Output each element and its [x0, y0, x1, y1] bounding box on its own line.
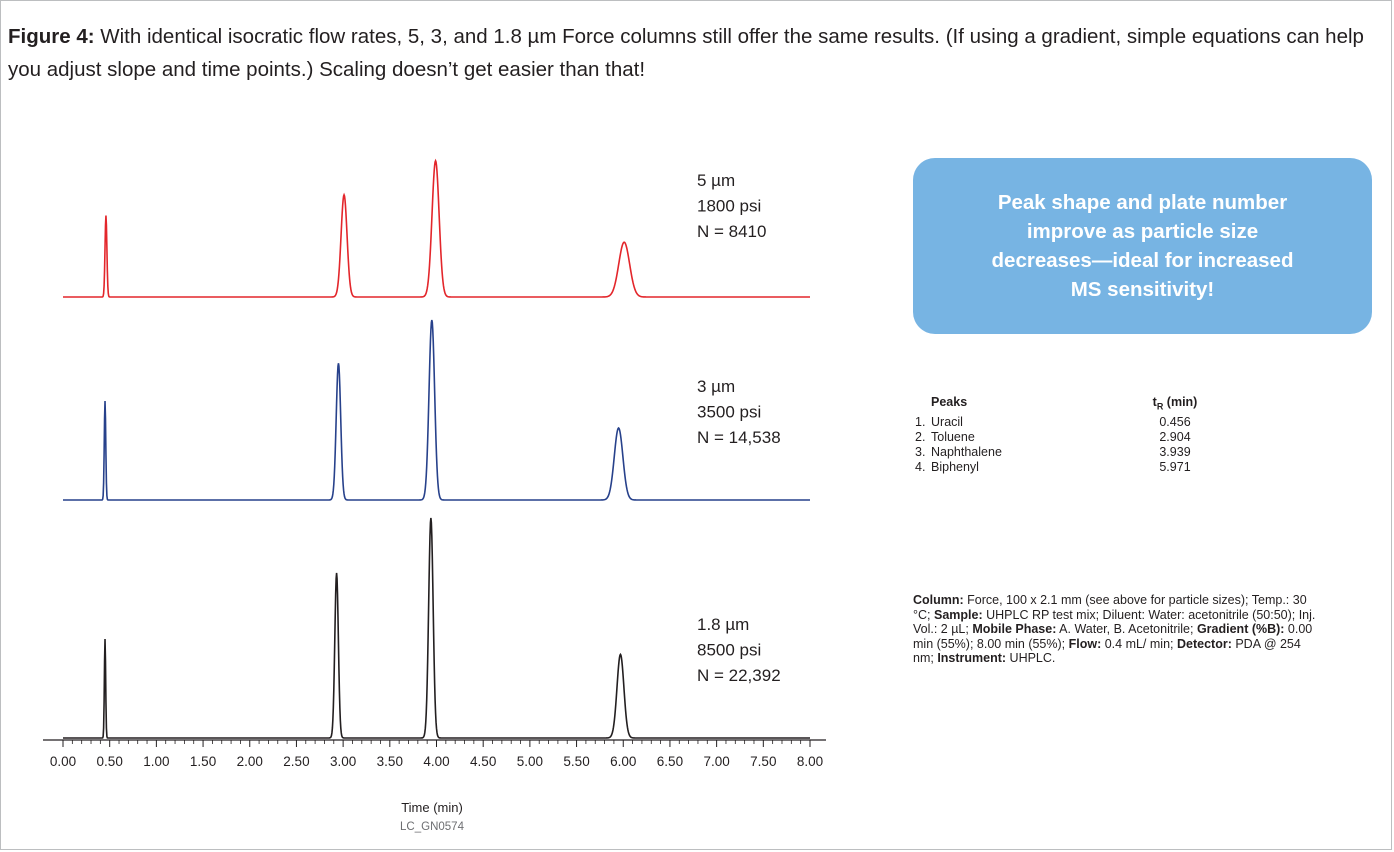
sample-label: Sample:	[933, 607, 983, 622]
chromatogram-traces	[63, 158, 810, 739]
x-tick-label: 6.00	[610, 754, 636, 769]
flow-label: Flow:	[1068, 636, 1102, 651]
x-axis-label: Time (min)	[401, 800, 463, 815]
trace-label-pressure: 1800 psi	[697, 197, 761, 216]
x-axis: 0.00 0.50 1.00 1.50 2.00 2.50 3.00 3.50 4.00 4.50…	[43, 739, 826, 769]
peaks-header-tr: tR (min)	[1145, 395, 1205, 415]
x-tick-label: 3.50	[377, 754, 403, 769]
caption-label: Figure 4:	[8, 25, 95, 48]
chromatogram-chart: 5 µm 1800 psi N = 8410 3 µm 3500 psi N = 14,5…	[43, 158, 826, 833]
instrument-label: Instrument:	[937, 651, 1007, 665]
peak-retention-time: 2.904	[1159, 429, 1191, 444]
trace-label-plates: N = 8410	[697, 222, 766, 241]
x-tick-label: 0.00	[50, 754, 76, 769]
peaks-header-name: Peaks	[931, 395, 968, 409]
x-tick-label: 1.50	[190, 754, 216, 769]
peaks-table-header: Peaks tR (min)	[915, 395, 1205, 415]
instrument-text: UHPLC.	[1006, 651, 1056, 665]
x-tick-label: 5.50	[563, 754, 589, 769]
trace-label-plates: N = 22,392	[697, 666, 781, 685]
tr-symbol: t	[1152, 395, 1157, 409]
trace-label-particle-size: 1.8 µm	[697, 615, 749, 634]
peak-number: 3.	[915, 444, 926, 459]
chromatogram-trace-0	[63, 158, 810, 298]
peaks-table-row: 4. Biphenyl 5.971	[915, 460, 1205, 475]
trace-labels: 5 µm 1800 psi N = 8410 3 µm 3500 psi N = 14,5…	[697, 171, 781, 685]
peak-retention-time: 5.971	[1159, 459, 1191, 474]
trace-label-particle-size: 3 µm	[697, 377, 735, 396]
peak-number: 2.	[915, 429, 926, 444]
column-label: Column:	[913, 593, 964, 607]
flow-text: 0.4 mL/ min;	[1101, 636, 1177, 651]
column-text: Force, 100 x 2.1 mm (see above for parti…	[913, 593, 1307, 622]
x-tick-label: 3.00	[330, 754, 356, 769]
peak-retention-time: 3.939	[1159, 444, 1191, 459]
peaks-table-row: 1. Uracil 0.456	[915, 415, 1205, 430]
mobile-phase-label: Mobile Phase:	[972, 622, 1057, 636]
peak-number: 4.	[915, 459, 926, 474]
x-tick-label: 7.50	[750, 754, 776, 769]
gradient-text: 0.00 min (55%); 8.00 min (55%);	[913, 622, 1313, 651]
x-tick-label: 7.00	[703, 754, 729, 769]
callout-text: Peak shape and plate number improve as p…	[991, 191, 1294, 301]
x-tick-label: 0.50	[97, 754, 123, 769]
x-tick-label: 6.50	[657, 754, 683, 769]
peaks-table-row: 3. Naphthalene 3.939	[915, 445, 1205, 460]
trace-label-particle-size: 5 µm	[697, 171, 735, 190]
chromatogram-trace-2	[63, 517, 810, 739]
method-conditions: Column: Force, 100 x 2.1 mm (see above f…	[913, 593, 1323, 666]
peak-retention-time: 0.456	[1159, 414, 1191, 429]
mobile-phase-text: A. Water, B. Acetonitrile;	[1056, 622, 1197, 636]
trace-label-pressure: 8500 psi	[697, 641, 761, 660]
trace-label-pressure: 3500 psi	[697, 403, 761, 422]
trace-label-plates: N = 14,538	[697, 428, 781, 447]
peak-name: Naphthalene	[931, 444, 1002, 459]
peaks-table-row: 2. Toluene 2.904	[915, 430, 1205, 445]
peak-number: 1.	[915, 414, 926, 429]
chromatogram-trace-1	[63, 319, 810, 501]
tr-subscript: R	[1156, 401, 1164, 412]
x-tick-label: 5.00	[517, 754, 543, 769]
peak-name: Uracil	[931, 414, 963, 429]
x-tick-label: 1.00	[143, 754, 169, 769]
callout-box: Peak shape and plate number improve as p…	[913, 158, 1372, 334]
detector-text: PDA @ 254 nm;	[913, 636, 1301, 666]
x-tick-label: 4.50	[470, 754, 496, 769]
peak-name: Toluene	[931, 429, 975, 444]
x-tick-label: 8.00	[797, 754, 823, 769]
peak-name: Biphenyl	[931, 459, 979, 474]
detector-label: Detector:	[1176, 636, 1232, 651]
caption-text: With identical isocratic flow rates, 5, …	[8, 25, 1364, 81]
x-tick-label: 4.00	[423, 754, 449, 769]
tr-unit: (min)	[1163, 395, 1198, 409]
sample-text: UHPLC RP test mix; Diluent: Water: aceto…	[913, 607, 1316, 637]
gradient-label: Gradient (%B):	[1196, 622, 1285, 636]
x-tick-label: 2.50	[283, 754, 309, 769]
peaks-table: Peaks tR (min) 1. Uracil 0.456 2. Toluene 2.9…	[915, 395, 1205, 475]
figure-code: LC_GN0574	[400, 821, 465, 833]
x-tick-label: 2.00	[237, 754, 263, 769]
figure-caption: Figure 4: With identical isocratic flow …	[8, 20, 1386, 86]
